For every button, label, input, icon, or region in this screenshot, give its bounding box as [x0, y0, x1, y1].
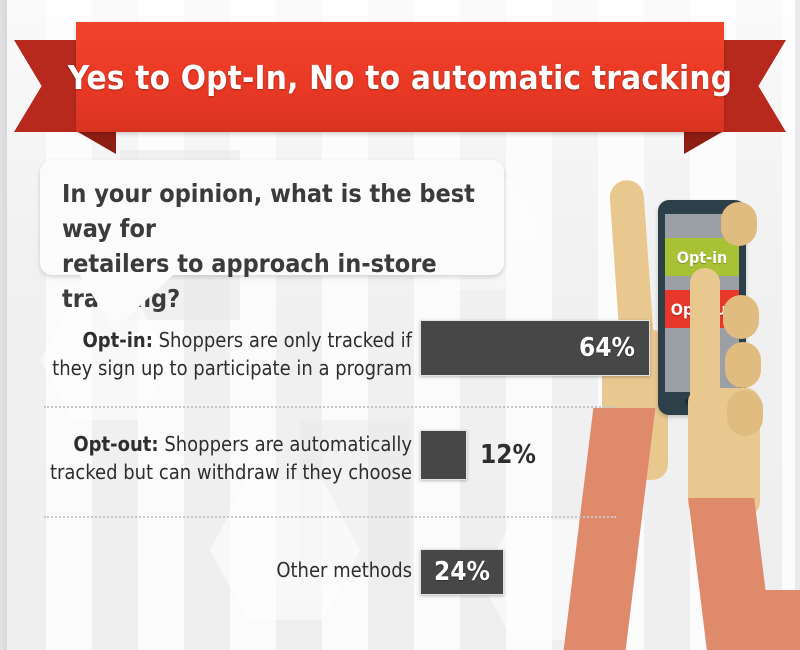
question-line-1: In your opinion, what is the best way fo… [62, 179, 475, 243]
bar-label-optin-bold: Opt-in: [82, 328, 153, 352]
bar-other: 24% [420, 549, 504, 595]
bar-label-optout-line1: Opt-out: Shoppers are automatically [73, 432, 412, 456]
right-border-strip [795, 0, 800, 650]
left-border-strip [0, 0, 7, 650]
bar-label-optout-bold: Opt-out: [73, 432, 159, 456]
right-hand-knuckle-1 [721, 202, 757, 246]
bar-optout [420, 430, 467, 480]
bar-label-optout-line2: tracked but can withdraw if they choose [49, 460, 412, 484]
bar-value-optout: 12% [480, 440, 536, 470]
bar-label-optin-rest: Shoppers are only tracked if [152, 328, 412, 352]
bar-label-optin: Opt-in: Shoppers are only tracked if the… [40, 326, 412, 382]
right-hand-knuckle-2 [723, 295, 759, 339]
row-divider-1 [44, 406, 616, 408]
bar-label-other-text: Other methods [276, 558, 412, 582]
row-divider-2 [44, 516, 616, 518]
phone-illustration: Opt-in Opt-out [562, 150, 800, 650]
right-hand-knuckle-3 [725, 342, 761, 388]
page-title: Yes to Opt-In, No to automatic tracking [67, 57, 733, 97]
bar-label-other: Other methods [40, 556, 412, 584]
bar-value-optin: 64% [579, 333, 635, 363]
title-ribbon: Yes to Opt-In, No to automatic tracking [0, 22, 800, 154]
bar-label-optout-rest: Shoppers are automatically [158, 432, 412, 456]
ribbon-body: Yes to Opt-In, No to automatic tracking [67, 22, 733, 132]
right-hand-knuckle-4 [727, 390, 763, 436]
bar-optin: 64% [420, 320, 650, 376]
bar-label-optin-line1: Opt-in: Shoppers are only tracked if [82, 328, 412, 352]
bar-value-other: 24% [434, 557, 490, 587]
bar-label-optin-line2: they sign up to participate in a program [52, 356, 412, 380]
question-bubble: In your opinion, what is the best way fo… [40, 160, 504, 313]
right-sleeve-lower [745, 590, 800, 650]
bar-label-optout: Opt-out: Shoppers are automatically trac… [40, 430, 412, 486]
background-hex-1 [40, 300, 170, 420]
